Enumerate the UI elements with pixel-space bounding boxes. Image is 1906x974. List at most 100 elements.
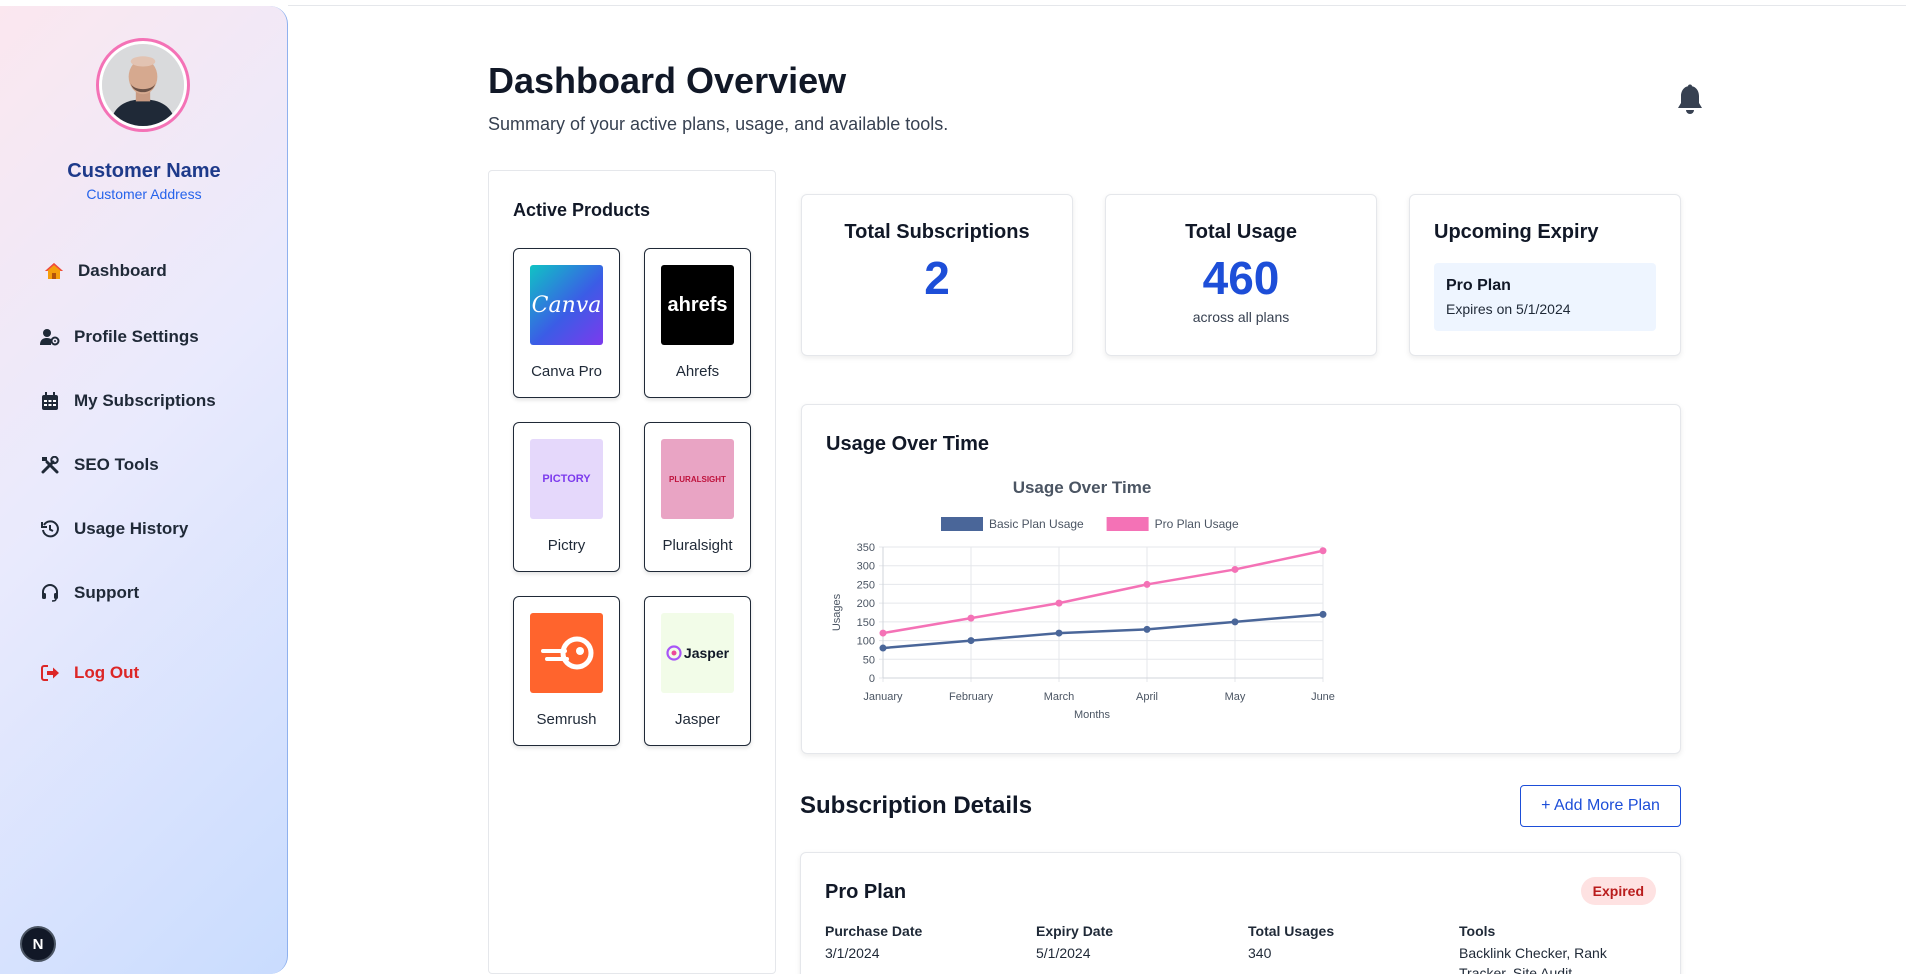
usage-card-title: Usage Over Time: [826, 433, 990, 455]
active-products-title: Active Products: [513, 200, 651, 220]
home-icon: [44, 261, 64, 281]
total-usages-label: Total Usages: [1248, 923, 1335, 939]
legend-label: Basic Plan Usage: [989, 517, 1084, 531]
sidebar-item-seo-tools[interactable]: SEO Tools: [40, 450, 159, 480]
legend-swatch: [1106, 517, 1149, 531]
y-tick-label: 150: [857, 617, 875, 629]
sidebar-item-usage-history[interactable]: Usage History: [40, 514, 188, 544]
user-gear-icon: [40, 327, 60, 347]
top-divider: [288, 5, 1906, 6]
product-card-semrush[interactable]: Semrush: [513, 596, 620, 746]
y-tick-label: 200: [857, 598, 875, 610]
purchase-date-value: 3/1/2024: [825, 945, 880, 961]
logout-label: Log Out: [74, 663, 140, 682]
series-line: [882, 549, 1324, 635]
y-tick-label: 100: [857, 636, 875, 648]
y-tick-label: 50: [863, 654, 875, 666]
semrush-logo: [530, 613, 603, 693]
usage-line-chart: Usage Over Time Basic Plan Usage Pro Plan …: [831, 478, 1335, 721]
sidebar-item-label: Dashboard: [78, 261, 167, 280]
product-card-pluralsight[interactable]: PLURALSIGHT Pluralsight: [644, 422, 751, 572]
logout-icon: [40, 663, 60, 683]
tools-label: Tools: [1459, 923, 1496, 939]
stat-subtext: across all plans: [1192, 309, 1290, 325]
data-point: [1319, 547, 1327, 555]
x-tick-label: April: [1136, 691, 1158, 703]
sidebar-item-label: Profile Settings: [74, 327, 199, 346]
product-name: Pluralsight: [662, 537, 733, 554]
x-tick-label: January: [863, 691, 903, 703]
data-point: [1319, 610, 1327, 618]
expiry-plan-name: Pro Plan: [1446, 277, 1511, 294]
product-name: Pictry: [547, 537, 586, 554]
stat-title: Total Subscriptions: [844, 221, 1030, 243]
sidebar-item-label: My Subscriptions: [74, 391, 216, 410]
chart-title: Usage Over Time: [1013, 478, 1152, 497]
stat-value: 460: [1202, 252, 1280, 304]
product-card-jasper[interactable]: Jasper Jasper: [644, 596, 751, 746]
data-point: [879, 629, 887, 637]
avatar[interactable]: [96, 38, 190, 132]
subscription-details-title: Subscription Details: [800, 792, 1033, 819]
expiry-date: Expires on 5/1/2024: [1446, 301, 1571, 317]
data-point: [967, 614, 975, 622]
sidebar: Customer Name Customer Address Dashboard…: [0, 6, 288, 974]
pictory-logo: PICTORY: [530, 439, 603, 519]
framework-badge[interactable]: N: [20, 926, 56, 962]
expiry-date-label: Expiry Date: [1036, 923, 1114, 939]
expiry-item[interactable]: Pro Plan Expires on 5/1/2024: [1434, 263, 1656, 331]
data-point: [1231, 618, 1239, 626]
status-badge: Expired: [1580, 877, 1656, 905]
calendar-icon: [40, 391, 60, 411]
page-subtitle: Summary of your active plans, usage, and…: [488, 114, 949, 134]
product-name: Ahrefs: [675, 363, 720, 380]
usage-chart-card: Usage Over Time Usage Over Time Basic Pla…: [801, 404, 1681, 754]
data-point: [1143, 625, 1151, 633]
sidebar-item-my-subscriptions[interactable]: My Subscriptions: [40, 386, 216, 416]
upcoming-expiry-card: Upcoming Expiry Pro Plan Expires on 5/1/…: [1409, 194, 1681, 356]
product-card-pictry[interactable]: PICTORY Pictry: [513, 422, 620, 572]
product-card-canva-pro[interactable]: Canva Canva Pro: [513, 248, 620, 398]
x-tick-label: March: [1044, 691, 1075, 703]
sidebar-item-label: Usage History: [74, 519, 189, 538]
stat-value: 2: [924, 252, 950, 304]
headset-icon: [40, 583, 60, 603]
plan-card[interactable]: Pro Plan Expired Purchase Date 3/1/2024 …: [800, 852, 1681, 974]
x-tick-label: February: [949, 691, 994, 703]
x-tick-label: June: [1311, 691, 1335, 703]
sidebar-item-support[interactable]: Support: [40, 578, 139, 608]
plan-name: Pro Plan: [825, 881, 907, 903]
y-axis-label: Usages: [831, 593, 843, 631]
active-products-panel: Active Products Canva Canva Pro ahrefs A…: [488, 170, 776, 974]
sidebar-item-label: SEO Tools: [74, 455, 159, 474]
legend-label: Pro Plan Usage: [1155, 517, 1239, 531]
stat-title: Total Usage: [1185, 221, 1297, 243]
tools-icon: [40, 455, 60, 475]
customer-name: Customer Name: [67, 160, 221, 182]
product-card-ahrefs[interactable]: ahrefs Ahrefs: [644, 248, 751, 398]
legend-swatch: [941, 517, 983, 531]
tools-value: Backlink Checker, Rank Tracker, Site Aud…: [1459, 945, 1607, 974]
x-axis-label: Months: [1074, 709, 1111, 721]
sidebar-item-label: Support: [74, 583, 140, 602]
logout-button[interactable]: Log Out: [40, 658, 139, 688]
y-tick-label: 300: [857, 561, 875, 573]
sidebar-item-dashboard[interactable]: Dashboard: [44, 256, 167, 286]
data-point: [1055, 599, 1063, 607]
product-name: Semrush: [536, 711, 597, 728]
notification-bell-icon[interactable]: [1676, 84, 1704, 116]
add-more-plan-button[interactable]: + Add More Plan: [1520, 785, 1681, 827]
sidebar-item-profile-settings[interactable]: Profile Settings: [40, 322, 199, 352]
history-icon: [40, 519, 60, 539]
series-line: [882, 613, 1324, 650]
product-name: Canva Pro: [531, 363, 602, 380]
data-point: [1231, 565, 1239, 573]
data-point: [1055, 629, 1063, 637]
pluralsight-logo: PLURALSIGHT: [661, 439, 734, 519]
product-name: Jasper: [674, 711, 721, 728]
purchase-date-label: Purchase Date: [825, 923, 923, 939]
y-tick-label: 350: [857, 542, 875, 554]
total-usages-value: 340: [1248, 945, 1272, 961]
data-point: [1143, 580, 1151, 588]
